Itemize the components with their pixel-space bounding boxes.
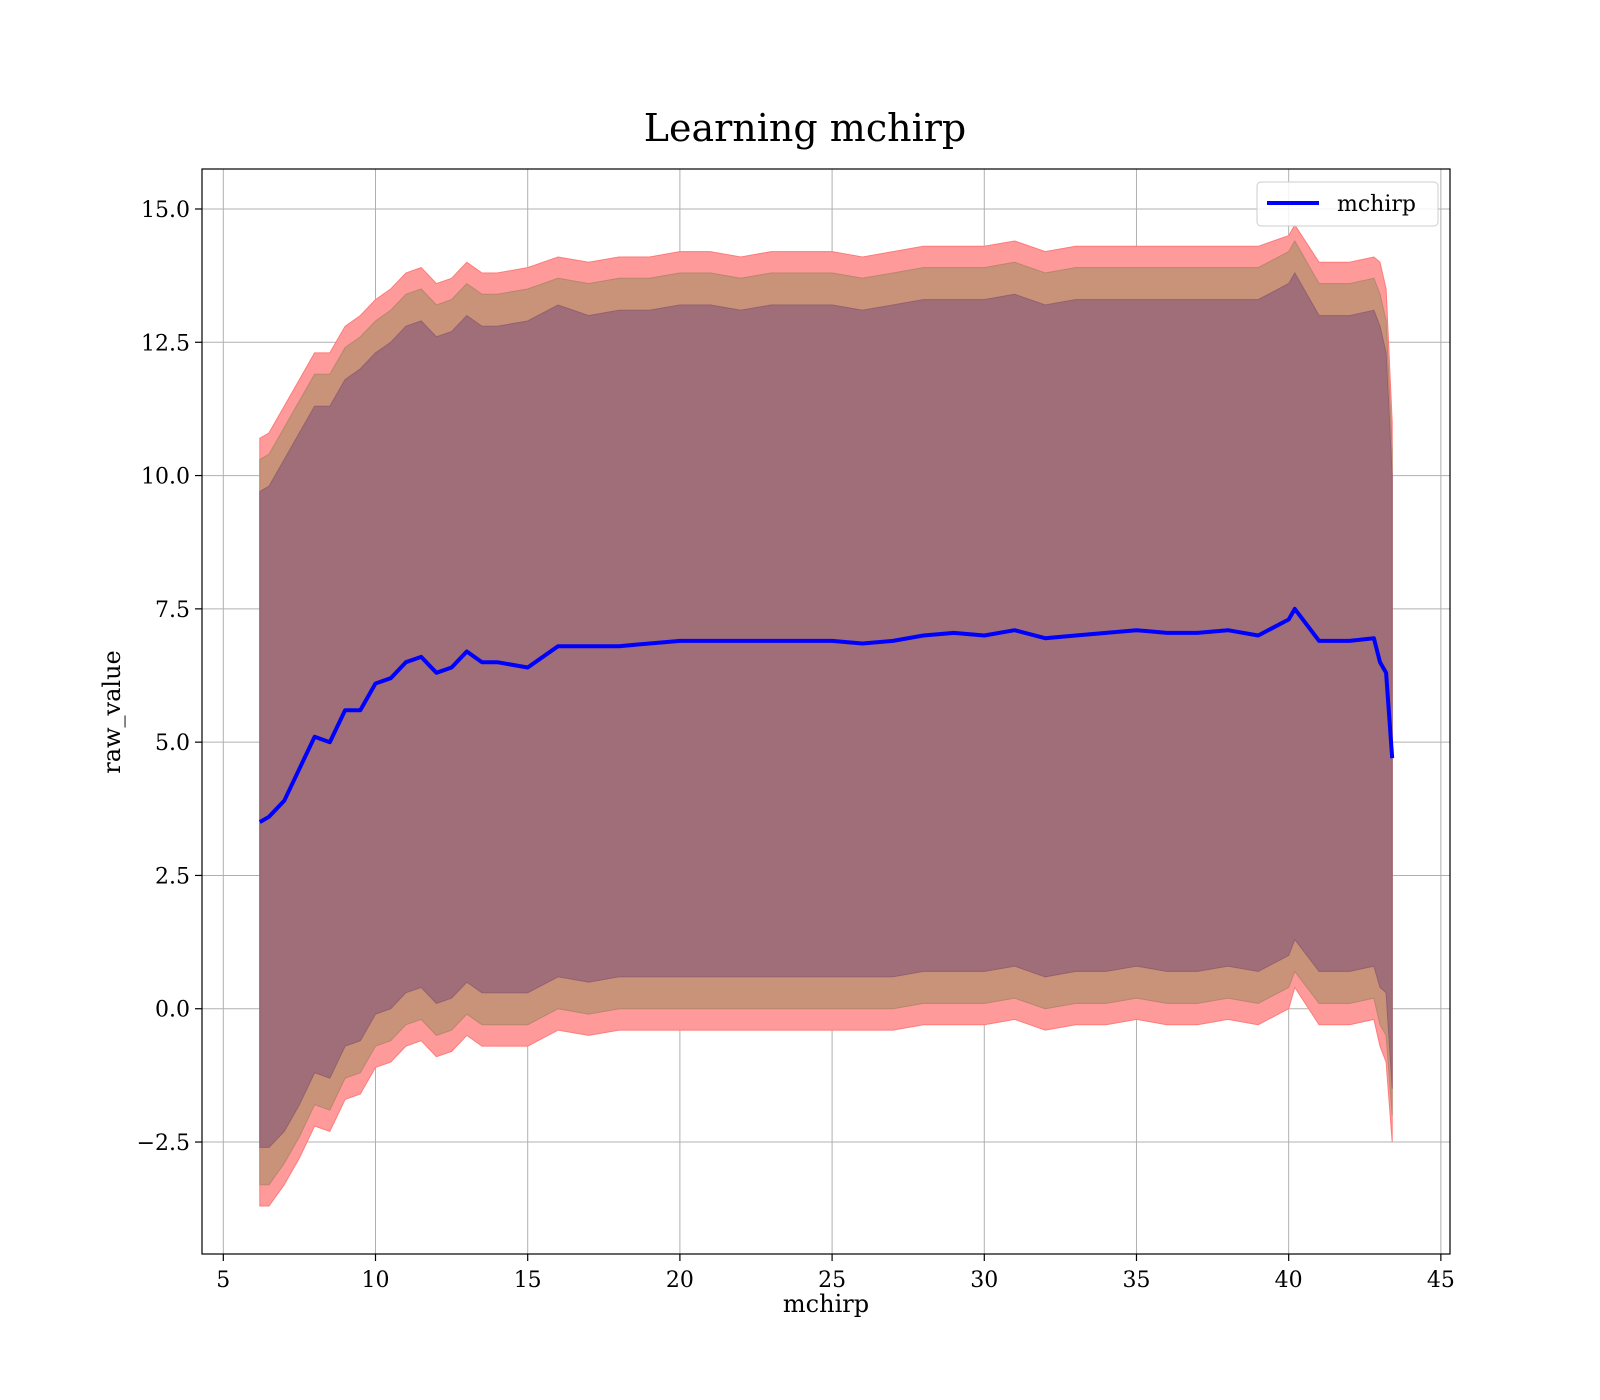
x-tick-label: 25: [818, 1268, 846, 1293]
legend-box: [1256, 181, 1439, 227]
x-tick-label: 5: [216, 1268, 230, 1293]
legend-entry-mchirp: mchirp: [1337, 192, 1416, 217]
bands-layer: [259, 224, 1393, 1207]
x-tick-label: 40: [1275, 1268, 1303, 1293]
chart-title: Learning mchirp: [644, 106, 966, 150]
series-line-mchirp: [258, 606, 1395, 824]
y-tick-label: 7.5: [155, 598, 190, 623]
y-tick-label: 12.5: [141, 331, 190, 356]
x-tick-label: 30: [970, 1268, 998, 1293]
x-tick-label: 35: [1122, 1268, 1150, 1293]
y-tick-label: −2.5: [137, 1131, 190, 1156]
x-tick-label: 45: [1427, 1268, 1455, 1293]
y-axis-label: raw_value: [98, 650, 126, 774]
plot-frame: [201, 168, 1451, 1255]
x-tick-label: 20: [666, 1268, 694, 1293]
y-tick-label: 10.0: [141, 465, 190, 490]
x-axis-label: mchirp: [783, 1290, 869, 1318]
y-tick-label: 0.0: [155, 998, 190, 1023]
legend: mchirp: [1256, 181, 1439, 227]
y-tick-label: 2.5: [155, 864, 190, 889]
ticks-layer: 5 10 15 20 25 30 35 40 45 −2.5 0.0 2.5 5.0 7.5 10.0 12.…: [137, 198, 1455, 1293]
y-tick-label: 15.0: [141, 198, 190, 223]
x-tick-label: 10: [362, 1268, 390, 1293]
y-tick-label: 5.0: [155, 731, 190, 756]
line-layer: [258, 606, 1395, 824]
band-inner: [259, 271, 1393, 1148]
x-tick-label: 15: [514, 1268, 542, 1293]
